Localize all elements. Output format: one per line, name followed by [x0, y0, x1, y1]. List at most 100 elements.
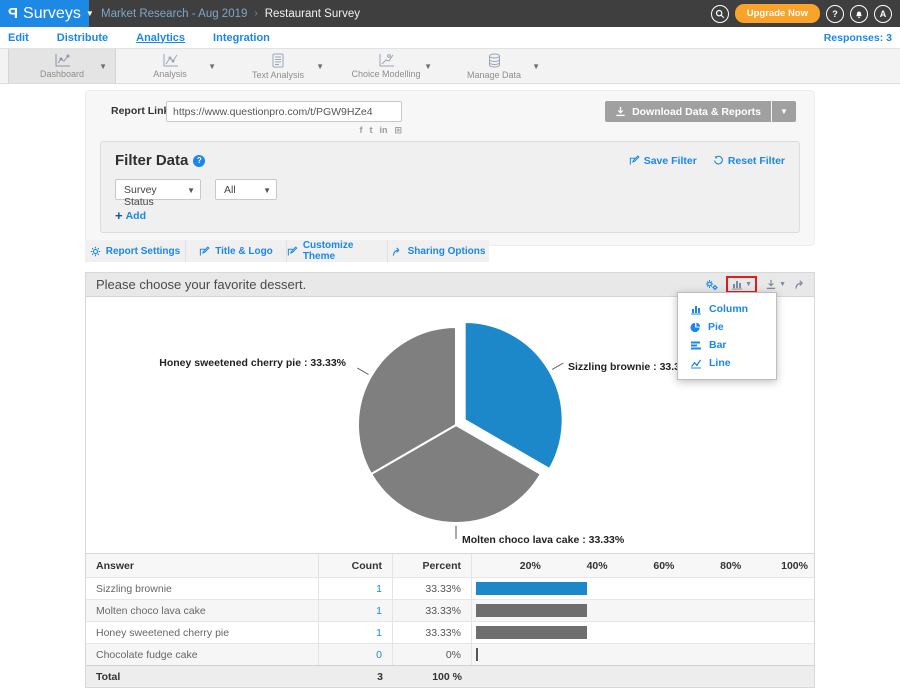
- pie-chart-icon: [690, 322, 701, 333]
- percent-bar: [476, 648, 478, 661]
- tab-title-logo[interactable]: Title & Logo: [186, 240, 287, 262]
- count-link[interactable]: 1: [319, 578, 393, 599]
- analysis-dropdown-caret[interactable]: ▼: [208, 62, 216, 71]
- chart-type-dropdown-button[interactable]: ▼: [731, 279, 752, 290]
- breadcrumb: Market Research - Aug 2019 › Restaurant …: [89, 0, 360, 27]
- pie-leader-line: [357, 368, 368, 375]
- total-count: 3: [319, 666, 393, 687]
- nav-item-analytics[interactable]: Analytics: [136, 32, 185, 44]
- toolbar-item-manage-data[interactable]: Manage Data ▼: [440, 49, 548, 83]
- reset-filter-button[interactable]: Reset Filter: [713, 155, 785, 167]
- choice-modelling-icon: [378, 53, 395, 68]
- percent-bar: [476, 626, 587, 639]
- chart-share-button[interactable]: [794, 279, 806, 290]
- menu-item-line[interactable]: Line: [678, 354, 776, 372]
- tab-sharing-options[interactable]: Sharing Options: [388, 240, 489, 262]
- tab-report-settings[interactable]: Report Settings: [85, 240, 186, 262]
- header-answer: Answer: [86, 554, 319, 577]
- pie-label-honey-cherry: Honey sweetened cherry pie : 33.33%: [159, 357, 346, 369]
- header-percent: Percent: [393, 554, 472, 577]
- breadcrumb-current: Restaurant Survey: [265, 8, 360, 20]
- nav-item-integration[interactable]: Integration: [213, 32, 270, 44]
- scale-tick: 60%: [610, 560, 677, 572]
- table-row: Molten choco lava cake 1 33.33%: [86, 599, 814, 621]
- breadcrumb-parent[interactable]: Market Research - Aug 2019: [101, 8, 247, 20]
- question-title: Please choose your favorite dessert.: [96, 277, 306, 292]
- count-link[interactable]: 1: [319, 622, 393, 643]
- filter-value-select[interactable]: All▼: [215, 179, 277, 200]
- count-link[interactable]: 0: [319, 644, 393, 665]
- percent-bar: [476, 582, 587, 595]
- choice-modelling-dropdown-caret[interactable]: ▼: [424, 62, 432, 71]
- avatar[interactable]: A: [874, 5, 892, 23]
- download-data-reports-button[interactable]: Download Data & Reports: [605, 101, 771, 122]
- share-arrow-icon: [794, 279, 806, 290]
- chart-settings-button[interactable]: [705, 279, 718, 291]
- table-row: Honey sweetened cherry pie 1 33.33%: [86, 621, 814, 643]
- toolbar-item-analysis[interactable]: Analysis ▼: [116, 49, 224, 83]
- toolbar-item-dashboard[interactable]: Dashboard ▼: [8, 49, 116, 83]
- gear-icon: [90, 246, 101, 257]
- answer-label: Sizzling brownie: [86, 578, 319, 599]
- menu-item-column[interactable]: Column: [678, 300, 776, 318]
- table-row: Sizzling brownie 1 33.33%: [86, 577, 814, 599]
- chart-type-menu: Column Pie Bar Line: [677, 292, 777, 380]
- surveys-menu[interactable]: P Surveys ▼: [0, 0, 89, 27]
- manage-data-dropdown-caret[interactable]: ▼: [532, 62, 540, 71]
- nav-item-distribute[interactable]: Distribute: [57, 32, 108, 44]
- save-filter-button[interactable]: Save Filter: [629, 155, 697, 167]
- survey-nav: Edit Distribute Analytics Integration Re…: [0, 27, 900, 48]
- edit-icon: [629, 155, 640, 166]
- toolbar-item-choice-modelling[interactable]: Choice Modelling ▼: [332, 49, 440, 83]
- pie-leader-line: [552, 363, 563, 370]
- product-name: Surveys: [23, 5, 81, 23]
- tab-customize-theme[interactable]: Customize Theme: [287, 240, 388, 262]
- database-icon: [487, 53, 502, 69]
- percent-bar: [476, 604, 587, 617]
- search-button[interactable]: [711, 5, 729, 23]
- top-bar: P Surveys ▼ Market Research - Aug 2019 ›…: [0, 0, 900, 27]
- text-analysis-dropdown-caret[interactable]: ▼: [316, 62, 324, 71]
- menu-item-bar[interactable]: Bar: [678, 336, 776, 354]
- table-total-row: Total 3 100 %: [86, 665, 814, 687]
- report-link-input[interactable]: [166, 101, 402, 122]
- analysis-chart-icon: [162, 53, 179, 68]
- linkedin-icon[interactable]: in: [379, 125, 387, 135]
- help-button[interactable]: ?: [826, 5, 844, 23]
- upgrade-now-button[interactable]: Upgrade Now: [735, 4, 820, 23]
- gears-icon: [705, 279, 718, 291]
- notifications-button[interactable]: [850, 5, 868, 23]
- bell-icon: [854, 9, 864, 19]
- embed-icon[interactable]: ⊞: [394, 125, 402, 135]
- chart-type-highlight: ▼: [726, 276, 757, 293]
- filter-type-select[interactable]: Survey Status▼: [115, 179, 201, 200]
- toolbar-item-text-analysis[interactable]: Text Analysis ▼: [224, 49, 332, 83]
- plus-icon: +: [115, 210, 123, 222]
- report-tabs: Report Settings Title & Logo Customize T…: [85, 240, 489, 262]
- percent-value: 33.33%: [393, 600, 472, 621]
- percent-value: 0%: [393, 644, 472, 665]
- scale-tick: 100%: [743, 560, 810, 572]
- answer-label: Molten choco lava cake: [86, 600, 319, 621]
- twitter-icon[interactable]: t: [369, 125, 372, 135]
- report-card: Report Link f t in ⊞ Download Data & Rep…: [85, 90, 815, 246]
- count-link[interactable]: 1: [319, 600, 393, 621]
- questionpro-logo: P: [8, 5, 18, 22]
- table-header-row: Answer Count Percent 20% 40% 60% 80% 100…: [86, 554, 814, 577]
- facebook-icon[interactable]: f: [359, 125, 362, 135]
- column-chart-icon: [690, 304, 702, 315]
- dashboard-dropdown-caret[interactable]: ▼: [99, 62, 107, 71]
- text-document-icon: [271, 53, 285, 69]
- analytics-toolbar: Dashboard ▼ Analysis ▼ Text Analysis ▼ C…: [0, 48, 900, 84]
- header-count: Count: [319, 554, 393, 577]
- chart-download-button[interactable]: ▼: [765, 279, 786, 290]
- responses-count[interactable]: Responses: 3: [824, 32, 892, 44]
- percent-value: 33.33%: [393, 622, 472, 643]
- total-percent: 100 %: [393, 666, 472, 687]
- menu-item-pie[interactable]: Pie: [678, 318, 776, 336]
- nav-item-edit[interactable]: Edit: [8, 32, 29, 44]
- answer-label: Honey sweetened cherry pie: [86, 622, 319, 643]
- download-dropdown-caret[interactable]: ▼: [772, 101, 796, 122]
- add-filter-button[interactable]: + Add: [115, 210, 785, 222]
- filter-help-icon[interactable]: ?: [193, 155, 205, 167]
